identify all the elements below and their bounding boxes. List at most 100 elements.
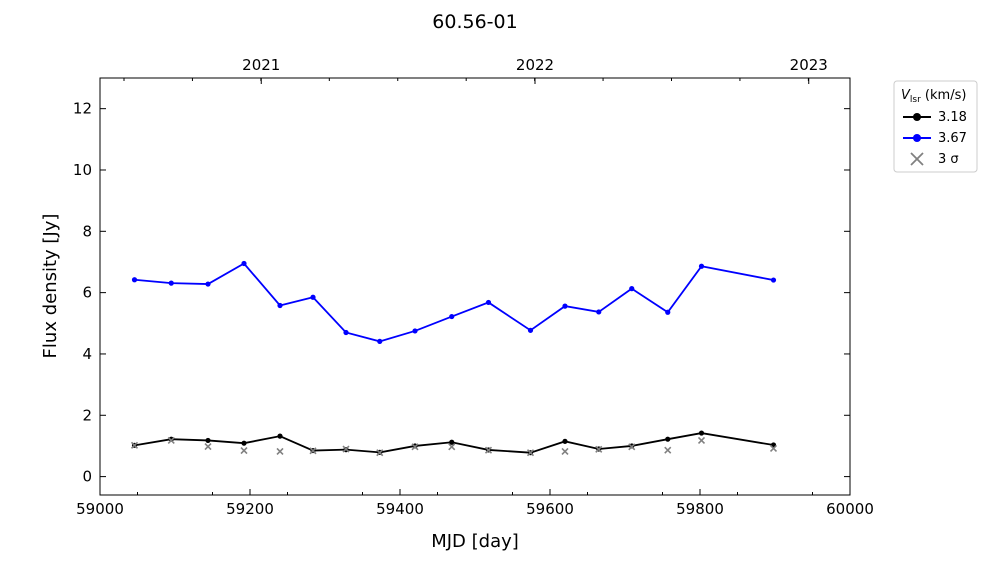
- data-point: [596, 309, 602, 315]
- data-point: [629, 286, 635, 292]
- sigma-marker: [411, 443, 419, 451]
- sigma-marker-stroke: [167, 436, 175, 444]
- x-axis-label: MJD [day]: [431, 531, 519, 552]
- y-tick-label: 2: [82, 406, 92, 424]
- legend-title-unit: (km/s): [921, 88, 967, 103]
- sigma-marker-stroke: [769, 444, 778, 452]
- sigma-marker: [526, 449, 535, 457]
- sigma-marker: [342, 445, 350, 453]
- data-point: [241, 440, 247, 446]
- series-line: [134, 262, 774, 343]
- top-year-label: 2021: [242, 56, 280, 74]
- x-tick-label: 59200: [226, 500, 274, 518]
- data-point: [562, 438, 568, 444]
- sigma-marker: [561, 447, 569, 456]
- data-point: [562, 303, 568, 309]
- legend-marker-318: [913, 113, 921, 121]
- sigma-marker-stroke: [130, 441, 139, 449]
- x-tick-label: 59000: [76, 500, 124, 518]
- sigma-marker-stroke: [484, 446, 493, 454]
- x-tick-label: 59400: [376, 500, 424, 518]
- series-0: [131, 430, 777, 456]
- sigma-marker-stroke: [628, 443, 636, 451]
- sigma-marker-stroke: [561, 447, 569, 456]
- legend-title-main: V: [901, 88, 911, 103]
- top-year-label: 2023: [790, 56, 828, 74]
- data-point: [449, 313, 455, 320]
- y-tick-label: 10: [73, 161, 92, 179]
- legend-title-sub: lsr: [910, 95, 921, 105]
- sigma-marker-stroke: [448, 443, 456, 451]
- legend-box: [893, 80, 978, 173]
- sigma-marker: [130, 441, 139, 449]
- tick-layer: 59000 59200 59400 59600 59800 60000 0 2 4 6 8 10 12 2…: [73, 56, 874, 518]
- top-year-label: 2022: [516, 56, 554, 74]
- chart-title: 60.56-01: [432, 11, 517, 33]
- y-axis-label: Flux density [Jy]: [40, 214, 61, 359]
- data-point: [277, 302, 283, 309]
- sigma-marker: [448, 443, 456, 451]
- data-point: [310, 294, 316, 300]
- sigma-marker-stroke: [595, 445, 603, 453]
- sigma-marker: [204, 442, 212, 451]
- data-point: [770, 277, 777, 283]
- legend-title: Vlsr (km/s): [901, 88, 966, 105]
- sigma-marker-stroke: [411, 443, 419, 451]
- series-line: [134, 432, 774, 454]
- sigma-marker-stroke: [240, 446, 248, 455]
- y-tick-label: 8: [82, 222, 92, 240]
- y-tick-label: 4: [82, 345, 92, 363]
- sigma-marker: [167, 436, 175, 444]
- data-point: [205, 437, 211, 444]
- data-point: [665, 436, 671, 442]
- plot-frame: [99, 77, 851, 496]
- sigma-marker: [595, 445, 603, 453]
- data-point: [377, 338, 383, 344]
- legend-marker-367: [913, 134, 921, 142]
- sigma-marker-stroke: [697, 436, 706, 444]
- sigma-marker-stroke: [526, 449, 535, 457]
- data-point: [665, 309, 671, 315]
- data-point: [412, 328, 418, 334]
- sigma-marker: [769, 444, 778, 452]
- sigma-marker: [484, 446, 493, 454]
- legend: Vlsr (km/s) 3.18 3.67 3 σ: [893, 80, 978, 173]
- y-tick-label: 6: [82, 284, 92, 302]
- sigma-marker: [309, 447, 317, 455]
- y-tick-label: 12: [73, 100, 92, 118]
- data-point: [527, 327, 534, 333]
- sigma-marker-stroke: [664, 446, 672, 454]
- data-point: [168, 436, 174, 442]
- series-1: [131, 260, 777, 344]
- sigma-marker-stroke: [276, 447, 284, 456]
- sigma-marker-stroke: [309, 447, 317, 455]
- data-point: [205, 281, 211, 287]
- sigma-marker: [240, 446, 248, 455]
- sigma-marker: [697, 436, 706, 444]
- data-point: [168, 280, 174, 286]
- data-point: [131, 277, 138, 283]
- legend-label-3sigma: 3 σ: [938, 152, 959, 167]
- sigma-marker: [664, 446, 672, 454]
- data-point: [698, 430, 705, 436]
- legend-label-318: 3.18: [938, 110, 967, 125]
- x-tick-label: 59800: [676, 500, 724, 518]
- sigma-marker: [276, 447, 284, 456]
- legend-label-367: 3.67: [938, 131, 967, 146]
- data-point: [277, 433, 283, 439]
- y-tick-label: 0: [82, 468, 92, 486]
- sigma-marker: [376, 449, 384, 457]
- data-point: [485, 299, 492, 306]
- data-point: [698, 263, 705, 269]
- sigma-marker: [628, 443, 636, 451]
- data-point: [241, 260, 247, 267]
- x-tick-label: 60000: [826, 500, 874, 518]
- sigma-marker-stroke: [376, 449, 384, 457]
- data-point: [343, 329, 349, 336]
- sigma-marker-stroke: [342, 445, 350, 453]
- data-layer: [130, 260, 778, 457]
- data-point: [449, 439, 455, 445]
- sigma-marker-stroke: [204, 442, 212, 451]
- legend-marker-3sigma: [910, 152, 924, 166]
